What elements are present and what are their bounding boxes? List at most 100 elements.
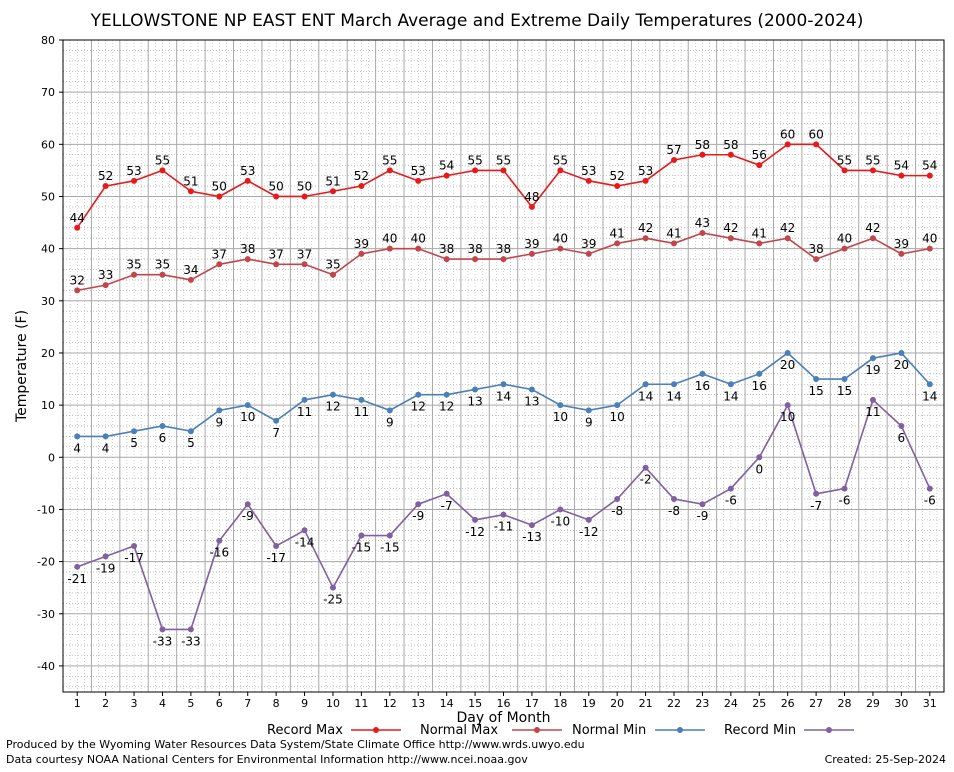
record-min-data-label: -21 bbox=[67, 572, 87, 586]
legend-marker-record-max bbox=[373, 727, 379, 733]
normal-max-data-label: 32 bbox=[70, 273, 85, 287]
x-tick-label: 17 bbox=[525, 697, 539, 710]
normal-max-data-label: 38 bbox=[240, 242, 255, 256]
normal-max-point bbox=[329, 271, 336, 278]
normal-min-data-label: 11 bbox=[354, 405, 369, 419]
credit-line-2: Data courtesy NOAA National Centers for … bbox=[6, 753, 528, 766]
y-tick-label: -40 bbox=[37, 660, 55, 673]
x-tick-label: 10 bbox=[326, 697, 340, 710]
normal-min-data-label: 7 bbox=[272, 426, 280, 440]
record-max-point bbox=[74, 224, 81, 231]
x-tick-label: 14 bbox=[440, 697, 454, 710]
record-max-data-label: 60 bbox=[780, 127, 795, 141]
y-tick-label: -20 bbox=[37, 556, 55, 569]
chart-title: YELLOWSTONE NP EAST ENT March Average an… bbox=[90, 11, 864, 31]
record-min-point bbox=[74, 563, 81, 570]
record-min-point bbox=[756, 454, 763, 461]
normal-max-point bbox=[187, 276, 194, 283]
normal-max-data-label: 43 bbox=[695, 216, 710, 230]
normal-min-data-label: 10 bbox=[553, 410, 568, 424]
record-max-data-label: 55 bbox=[155, 153, 170, 167]
normal-min-point bbox=[244, 402, 251, 409]
normal-max-data-label: 40 bbox=[382, 232, 397, 246]
y-tick-label: -10 bbox=[37, 503, 55, 516]
record-max-data-label: 60 bbox=[808, 127, 823, 141]
record-min-point bbox=[244, 501, 251, 508]
normal-min-point bbox=[415, 391, 422, 398]
record-min-point bbox=[642, 464, 649, 471]
normal-max-point bbox=[415, 245, 422, 252]
record-max-point bbox=[528, 203, 535, 210]
record-min-data-label: -8 bbox=[611, 504, 623, 518]
record-min-point bbox=[557, 506, 564, 513]
normal-max-data-label: 34 bbox=[183, 263, 198, 277]
record-max-point bbox=[727, 151, 734, 158]
normal-min-data-label: 14 bbox=[638, 389, 653, 403]
y-tick-label: 30 bbox=[41, 295, 55, 308]
normal-min-point bbox=[329, 391, 336, 398]
record-min-point bbox=[699, 501, 706, 508]
created-date: Created: 25-Sep-2024 bbox=[824, 753, 946, 766]
record-max-data-label: 55 bbox=[837, 153, 852, 167]
record-min-data-label: -13 bbox=[522, 530, 542, 544]
normal-min-point bbox=[472, 386, 479, 393]
normal-min-point bbox=[926, 381, 933, 388]
normal-max-data-label: 33 bbox=[98, 268, 113, 282]
record-max-data-label: 50 bbox=[212, 179, 227, 193]
normal-min-data-label: 19 bbox=[865, 363, 880, 377]
normal-max-data-label: 38 bbox=[467, 242, 482, 256]
record-max-point bbox=[898, 172, 905, 179]
record-max-point bbox=[102, 183, 109, 190]
normal-min-point bbox=[187, 428, 194, 435]
normal-max-point bbox=[926, 245, 933, 252]
record-min-data-label: -14 bbox=[295, 535, 315, 549]
normal-max-point bbox=[131, 271, 138, 278]
record-min-point bbox=[671, 496, 678, 503]
normal-max-point bbox=[528, 250, 535, 257]
normal-max-point bbox=[500, 256, 507, 263]
record-max-data-label: 44 bbox=[70, 211, 85, 225]
x-tick-label: 12 bbox=[383, 697, 397, 710]
record-max-data-label: 52 bbox=[610, 169, 625, 183]
normal-min-data-label: 12 bbox=[325, 400, 340, 414]
normal-min-data-label: 16 bbox=[695, 379, 710, 393]
normal-min-data-label: 16 bbox=[752, 379, 767, 393]
record-max-data-label: 53 bbox=[240, 164, 255, 178]
normal-min-data-label: 13 bbox=[467, 394, 482, 408]
normal-max-data-label: 42 bbox=[723, 221, 738, 235]
record-min-point bbox=[131, 542, 138, 549]
record-min-point bbox=[159, 626, 166, 633]
x-tick-label: 1 bbox=[74, 697, 81, 710]
y-tick-label: 70 bbox=[41, 86, 55, 99]
x-tick-label: 26 bbox=[781, 697, 795, 710]
normal-max-data-label: 37 bbox=[297, 247, 312, 261]
normal-min-data-label: 20 bbox=[780, 358, 795, 372]
record-min-data-label: -12 bbox=[579, 525, 599, 539]
record-max-data-label: 55 bbox=[496, 153, 511, 167]
record-max-data-label: 57 bbox=[666, 143, 681, 157]
x-tick-label: 18 bbox=[553, 697, 567, 710]
normal-max-point bbox=[727, 235, 734, 242]
record-max-point bbox=[216, 193, 223, 200]
x-tick-label: 24 bbox=[724, 697, 738, 710]
normal-min-point bbox=[557, 402, 564, 409]
record-max-point bbox=[813, 141, 820, 148]
normal-max-data-label: 40 bbox=[411, 232, 426, 246]
record-min-data-label: 6 bbox=[898, 431, 906, 445]
y-tick-label: 60 bbox=[41, 138, 55, 151]
record-max-point bbox=[642, 177, 649, 184]
normal-max-data-label: 42 bbox=[780, 221, 795, 235]
normal-max-point bbox=[216, 261, 223, 268]
record-min-point bbox=[187, 626, 194, 633]
y-tick-label: 40 bbox=[41, 243, 55, 256]
record-min-data-label: 10 bbox=[780, 410, 795, 424]
normal-min-data-label: 13 bbox=[524, 394, 539, 408]
x-tick-label: 6 bbox=[216, 697, 223, 710]
record-min-data-label: -6 bbox=[924, 494, 936, 508]
record-min-data-label: -19 bbox=[96, 561, 116, 575]
normal-max-data-label: 37 bbox=[269, 247, 284, 261]
record-min-point bbox=[585, 516, 592, 523]
record-min-data-label: -25 bbox=[323, 593, 343, 607]
normal-max-data-label: 35 bbox=[155, 258, 170, 272]
